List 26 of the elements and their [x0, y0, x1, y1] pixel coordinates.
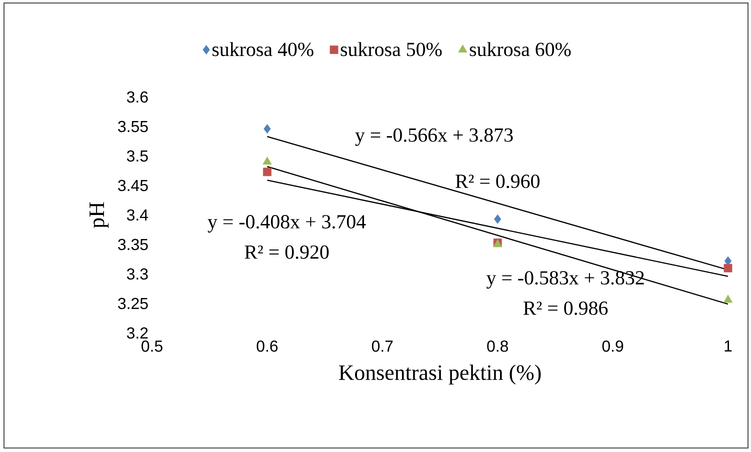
y-tick-label: 3.6 [126, 91, 148, 103]
annotation: y = -0.408x + 3.704 [208, 215, 366, 233]
y-tick-label: 3.4 [126, 209, 148, 221]
x-tick-label: 0.7 [372, 340, 393, 352]
legend-label: sukrosa 60% [470, 42, 571, 56]
x-tick-label: 0.9 [602, 340, 624, 352]
annotation: R² = 0.960 [456, 174, 540, 188]
y-tick-label: 3.45 [118, 180, 148, 192]
x-axis-title: Konsentrasi pektin (%) [338, 364, 541, 385]
annotation: y = -0.566x + 3.873 [355, 128, 513, 146]
x-tick-label: 0.5 [142, 340, 162, 352]
annotation: R² = 0.920 [244, 245, 329, 259]
y-tick-label: 3.25 [118, 298, 148, 310]
annotation: R² = 0.986 [524, 301, 608, 315]
x-tick-label: 0.8 [487, 340, 508, 352]
y-tick-label: 3.3 [126, 268, 148, 280]
y-tick-label: 3.5 [126, 150, 148, 162]
y-tick-label: 3.55 [118, 120, 148, 132]
x-tick-label: 0.6 [256, 340, 278, 352]
x-tick-label: 1 [724, 340, 732, 352]
legend-label: sukrosa 50% [340, 42, 442, 56]
annotation: y = -0.583x + 3.832 [486, 271, 644, 289]
y-tick-label: 3.35 [118, 238, 148, 250]
legend-label: sukrosa 40% [212, 42, 314, 56]
y-tick-label: 3.2 [126, 327, 148, 339]
y-axis-title: pH [90, 202, 109, 228]
